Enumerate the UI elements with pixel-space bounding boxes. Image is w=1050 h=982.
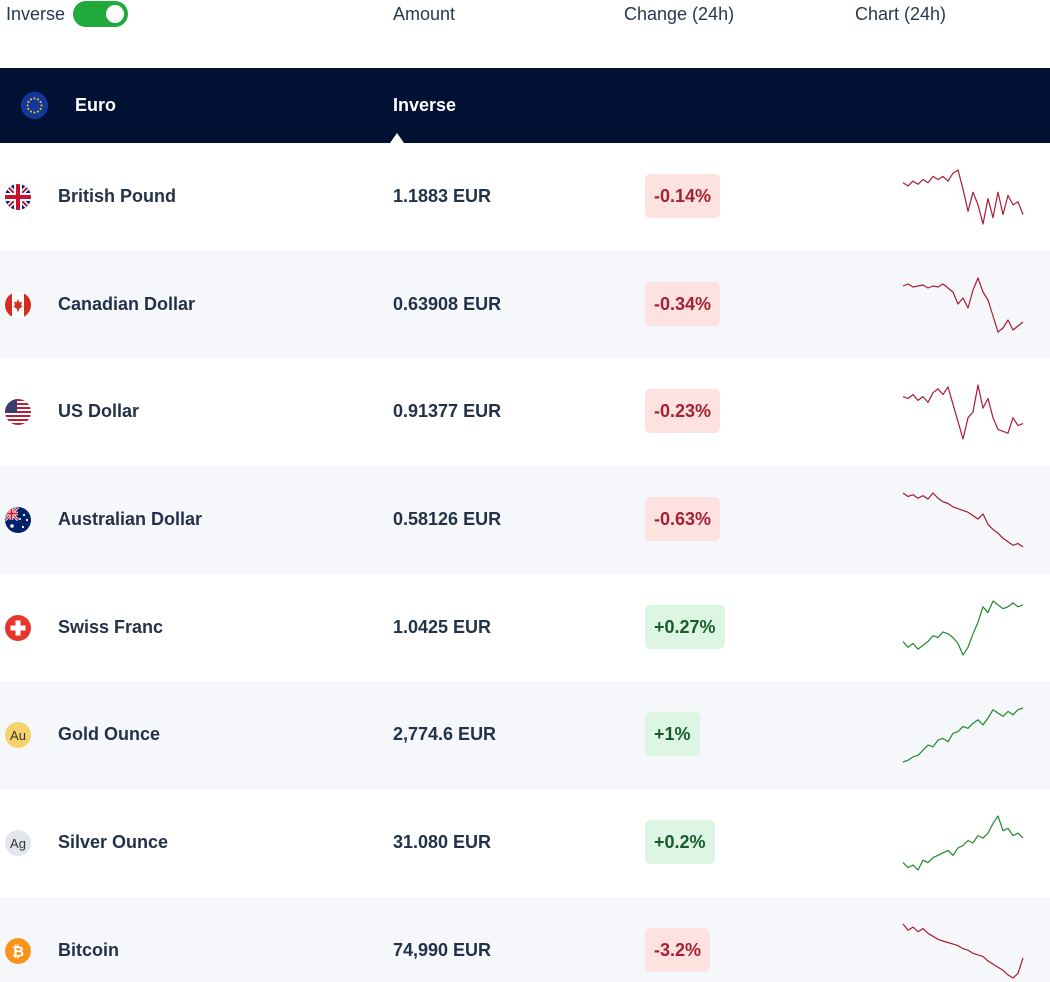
sparkline-path bbox=[902, 815, 1024, 871]
bitcoin-icon: ₿ bbox=[5, 937, 31, 964]
sparkline-chart bbox=[902, 707, 1024, 764]
change-badge: +0.2% bbox=[645, 820, 715, 865]
change-badge: -3.2% bbox=[645, 927, 711, 972]
sparkline-chart bbox=[902, 277, 1024, 333]
inverse-toggle-group: Inverse bbox=[6, 1, 129, 27]
currency-name: Gold Ounce bbox=[58, 724, 161, 745]
column-header-amount[interactable]: Amount bbox=[393, 4, 456, 24]
sparkline-chart bbox=[902, 815, 1024, 871]
sparkline-chart bbox=[902, 169, 1024, 225]
sparkline-path bbox=[902, 492, 1024, 548]
currency-amount: 0.58126 EUR bbox=[393, 509, 502, 530]
table-row[interactable]: Swiss Franc 1.0425 EUR +0.27% bbox=[0, 574, 1050, 682]
sparkline-path bbox=[902, 600, 1024, 656]
currency-amount: 0.91377 EUR bbox=[393, 401, 502, 422]
column-header-change[interactable]: Change (24h) bbox=[624, 4, 735, 24]
change-badge: -0.63% bbox=[645, 497, 721, 542]
sparkline-path bbox=[902, 707, 1024, 764]
sparkline-chart bbox=[902, 492, 1024, 548]
table-row[interactable]: Canadian Dollar 0.63908 EUR -0.34% bbox=[0, 250, 1050, 359]
silver-ounce-icon: Ag bbox=[5, 830, 31, 857]
currency-name: British Pound bbox=[58, 186, 176, 206]
swiss-flag-icon bbox=[5, 614, 31, 641]
uk-flag-icon bbox=[5, 184, 31, 210]
currency-amount: 1.1883 EUR bbox=[393, 186, 492, 206]
change-badge: +0.27% bbox=[645, 604, 725, 649]
base-currency-name: Euro bbox=[75, 95, 117, 115]
svg-text:₿: ₿ bbox=[12, 942, 24, 960]
currency-name: Canadian Dollar bbox=[58, 293, 196, 314]
currency-name: US Dollar bbox=[58, 401, 140, 422]
eu-flag-icon bbox=[21, 92, 48, 119]
canada-flag-icon bbox=[5, 291, 31, 318]
currency-name: Swiss Franc bbox=[58, 616, 164, 637]
currency-amount: 2,774.6 EUR bbox=[393, 724, 497, 745]
base-currency-bar[interactable]: Euro Inverse bbox=[0, 68, 1050, 143]
table-row[interactable]: Australian Dollar 0.58126 EUR -0.63% bbox=[0, 466, 1050, 574]
sparkline-chart bbox=[902, 923, 1024, 979]
currency-list: British Pound 1.1883 EUR -0.14% Canadian… bbox=[0, 143, 1050, 982]
caret-up-icon bbox=[390, 133, 404, 143]
us-flag-icon bbox=[5, 399, 31, 426]
currency-amount: 0.63908 EUR bbox=[393, 293, 502, 314]
gold-ounce-icon: Au bbox=[5, 722, 31, 749]
sparkline-chart bbox=[902, 384, 1024, 440]
column-header-chart: Chart (24h) bbox=[855, 4, 947, 24]
sparkline-path bbox=[902, 923, 1024, 979]
currency-name: Silver Ounce bbox=[58, 832, 169, 853]
change-badge: +1% bbox=[645, 712, 700, 757]
inverse-toggle-label: Inverse bbox=[6, 3, 66, 24]
australia-flag-icon bbox=[5, 507, 31, 534]
inverse-toggle[interactable] bbox=[73, 1, 129, 27]
currency-amount: 1.0425 EUR bbox=[393, 616, 492, 637]
sparkline-path bbox=[902, 169, 1024, 225]
base-mode-label: Inverse bbox=[393, 95, 457, 115]
table-row[interactable]: ₿ Bitcoin 74,990 EUR -3.2% bbox=[0, 896, 1050, 982]
currency-amount: 31.080 EUR bbox=[393, 832, 492, 853]
table-header: Inverse Amount Change (24h) Chart (24h) bbox=[0, 0, 1050, 68]
change-badge: -0.14% bbox=[645, 174, 721, 218]
table-row[interactable]: British Pound 1.1883 EUR -0.14% bbox=[0, 143, 1050, 251]
change-badge: -0.23% bbox=[645, 389, 721, 434]
currency-name: Australian Dollar bbox=[58, 509, 203, 530]
sparkline-chart bbox=[902, 600, 1024, 656]
sparkline-path bbox=[902, 384, 1024, 440]
sparkline-path bbox=[902, 277, 1024, 333]
toggle-knob bbox=[106, 5, 125, 23]
currency-amount: 74,990 EUR bbox=[393, 939, 492, 960]
currency-name: Bitcoin bbox=[58, 939, 119, 960]
table-row[interactable]: Au Gold Ounce 2,774.6 EUR +1% bbox=[0, 681, 1050, 790]
table-row[interactable]: Ag Silver Ounce 31.080 EUR +0.2% bbox=[0, 789, 1050, 897]
table-row[interactable]: US Dollar 0.91377 EUR -0.23% bbox=[0, 358, 1050, 466]
change-badge: -0.34% bbox=[645, 281, 721, 326]
